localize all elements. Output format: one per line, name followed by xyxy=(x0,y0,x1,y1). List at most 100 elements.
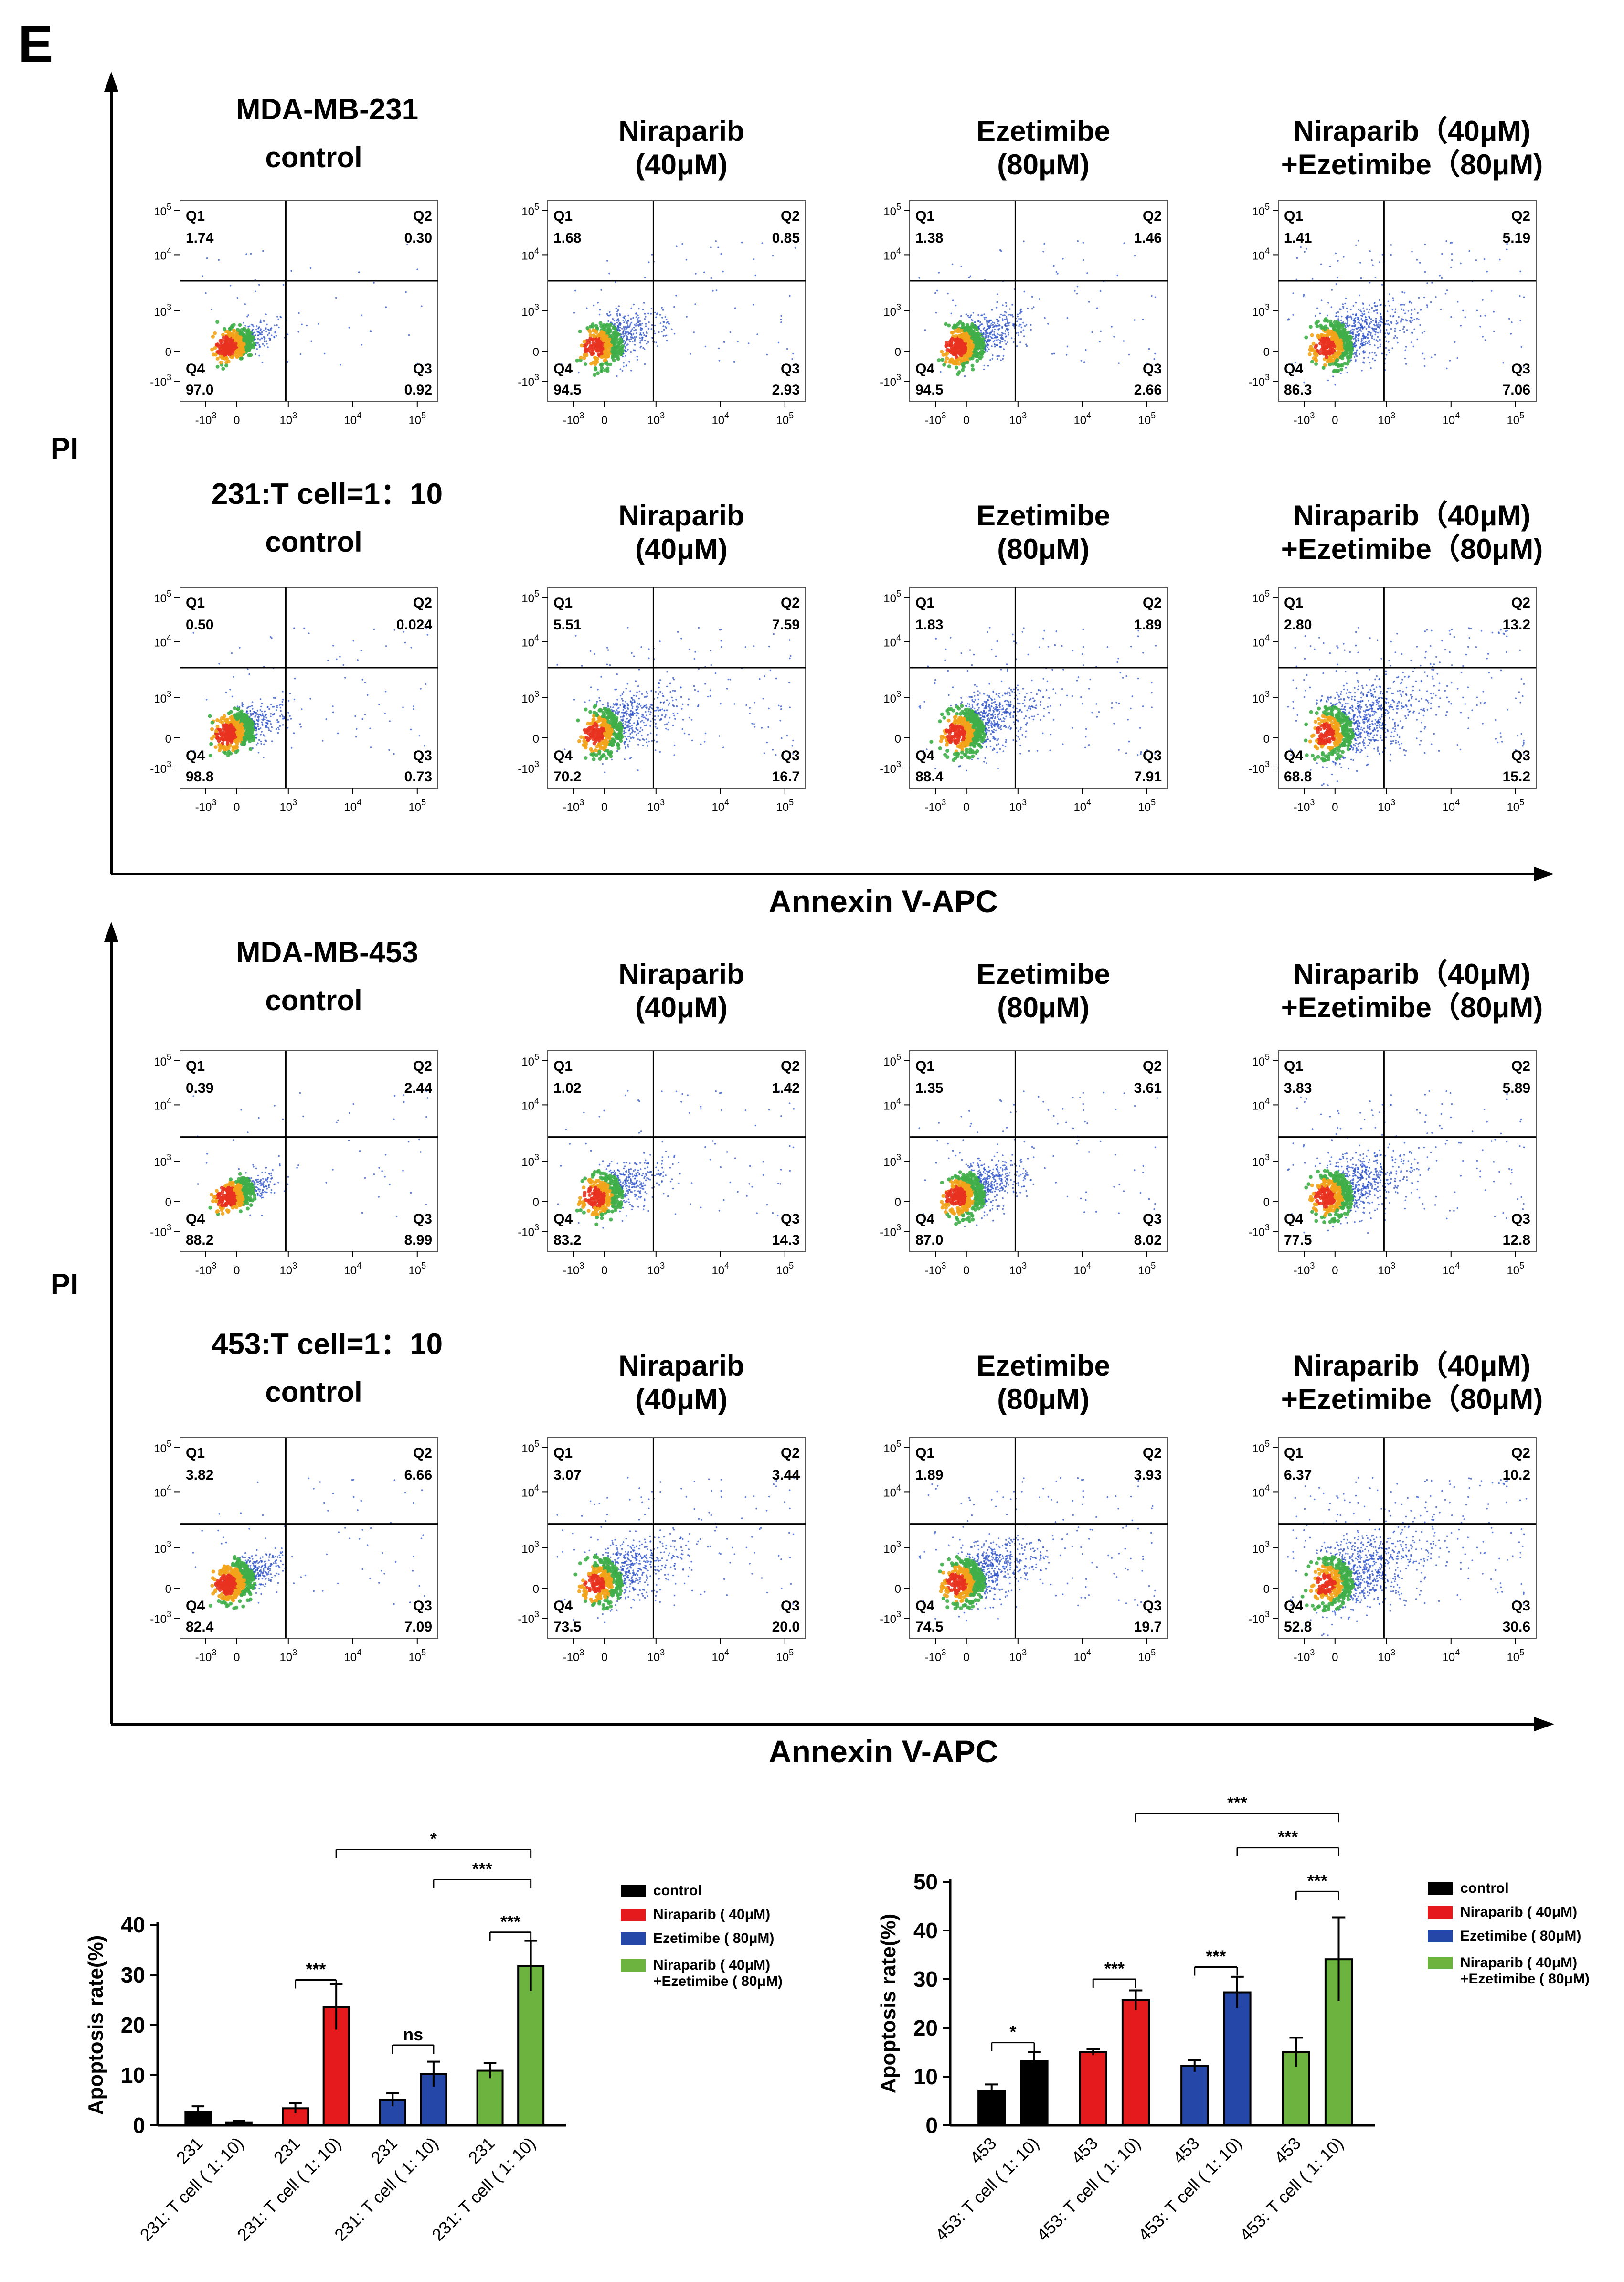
scatter-dot xyxy=(1419,324,1421,326)
scatter-dot xyxy=(1362,361,1364,363)
scatter-dot xyxy=(1353,318,1356,320)
quadrant-name: Q2 xyxy=(413,208,432,224)
scatter-dot xyxy=(1418,297,1420,299)
scatter-dot xyxy=(260,319,262,321)
scatter-dot xyxy=(1017,730,1019,732)
scatter-dot xyxy=(384,712,386,714)
scatter-dot xyxy=(1337,318,1339,320)
scatter-dot xyxy=(1039,646,1040,648)
scatter-dot xyxy=(720,253,722,255)
section-y-label: PI xyxy=(51,432,79,465)
scatter-dot xyxy=(647,710,650,713)
scatter-dot xyxy=(618,328,620,331)
scatter-dot xyxy=(277,732,279,734)
scatter-dot xyxy=(1350,309,1352,310)
scatter-dot xyxy=(675,295,677,297)
scatter-dot xyxy=(610,321,612,323)
scatter-dot xyxy=(1332,375,1334,378)
scatter-dot xyxy=(239,351,243,354)
scatter-dot xyxy=(1416,259,1418,261)
scatter-dot xyxy=(1314,345,1318,349)
scatter-dot xyxy=(250,714,252,715)
scatter-dot xyxy=(749,707,751,709)
scatter-dot xyxy=(1482,336,1484,338)
scatter-dot xyxy=(625,701,626,703)
scatter-dot xyxy=(616,734,619,738)
scatter-dot xyxy=(669,716,671,719)
scatter-dot xyxy=(647,341,649,343)
scatter-dot xyxy=(1038,689,1040,691)
scatter-dot xyxy=(1400,320,1402,322)
scatter-dot xyxy=(1009,314,1012,316)
scatter-dot xyxy=(389,720,391,722)
scatter-dot xyxy=(1431,282,1433,284)
scatter-dot xyxy=(413,708,414,710)
scatter-dot xyxy=(1019,323,1020,326)
scatter-dot xyxy=(635,329,637,331)
scatter-dot xyxy=(991,726,993,728)
tick-base: 10 xyxy=(883,205,896,218)
section-x-label: Annexin V-APC xyxy=(769,884,998,919)
scatter-dot xyxy=(1027,307,1029,309)
scatter-dot xyxy=(1385,340,1387,342)
scatter-dot xyxy=(996,344,998,346)
scatter-dot xyxy=(257,752,260,754)
scatter-dot xyxy=(994,337,996,339)
x-tick-label: 0 xyxy=(601,801,607,814)
scatter-dot xyxy=(202,275,203,277)
scatter-dot xyxy=(218,743,223,747)
scatter-dot xyxy=(582,340,586,344)
scatter-dot xyxy=(1377,340,1379,342)
scatter-dot xyxy=(1021,631,1024,633)
scatter-dot xyxy=(279,725,281,727)
scatter-dot xyxy=(1310,360,1314,364)
scatter-dot xyxy=(1031,715,1033,718)
scatter-dot xyxy=(360,650,362,652)
panel-title: (40μM) xyxy=(635,533,727,565)
scatter-dot xyxy=(412,705,414,707)
scatter-dot xyxy=(1353,353,1355,355)
scatter-dot xyxy=(1376,309,1378,311)
tick-exponent: 4 xyxy=(534,246,539,256)
scatter-dot xyxy=(627,746,629,748)
scatter-dot xyxy=(963,339,967,343)
scatter-dot xyxy=(593,304,595,307)
scatter-dot xyxy=(992,324,994,326)
x-tick-label: -103 xyxy=(563,411,584,427)
scatter-dot xyxy=(623,742,626,744)
scatter-dot xyxy=(720,646,722,648)
scatter-dot xyxy=(270,723,272,725)
scatter-dot xyxy=(210,727,214,731)
scatter-dot xyxy=(1391,347,1393,349)
scatter-dot xyxy=(210,736,214,741)
scatter-dot xyxy=(631,726,633,729)
scatter-dot xyxy=(657,345,658,347)
scatter-dot xyxy=(249,716,251,718)
scatter-dot xyxy=(1340,373,1342,374)
scatter-dot xyxy=(769,669,772,672)
scatter-dot xyxy=(968,705,971,708)
tick-base: 10 xyxy=(154,249,167,262)
scatter-dot xyxy=(977,314,979,316)
scatter-dot xyxy=(1142,319,1144,320)
scatter-dot xyxy=(1292,314,1294,316)
scatter-dot xyxy=(1086,272,1088,274)
scatter-dot xyxy=(250,253,252,255)
scatter-dot xyxy=(627,320,629,322)
scatter-dot xyxy=(664,716,666,718)
x-tick-label: 103 xyxy=(279,411,297,427)
scatter-dot xyxy=(1023,627,1025,629)
scatter-dot xyxy=(1022,703,1024,704)
scatter-dot xyxy=(364,682,366,684)
scatter-dot xyxy=(1450,316,1452,318)
scatter-dot xyxy=(673,754,675,756)
scatter-dot xyxy=(997,339,999,341)
scatter-dot xyxy=(624,330,626,332)
scatter-dot xyxy=(234,746,238,750)
scatter-dot xyxy=(673,678,675,681)
scatter-dot xyxy=(361,344,363,346)
scatter-dot xyxy=(641,707,643,709)
scatter-dot xyxy=(951,352,955,356)
scatter-dot xyxy=(384,691,387,693)
scatter-dot xyxy=(574,635,577,637)
